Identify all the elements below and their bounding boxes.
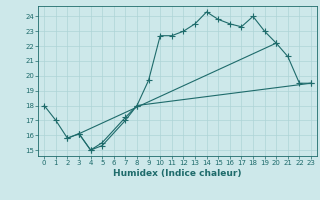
X-axis label: Humidex (Indice chaleur): Humidex (Indice chaleur) bbox=[113, 169, 242, 178]
